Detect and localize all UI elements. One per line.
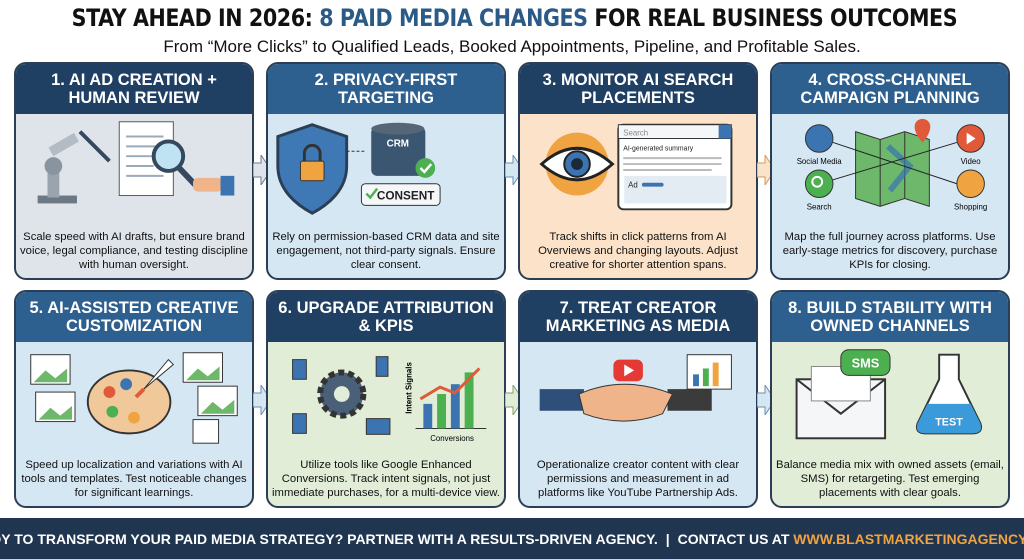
panel-3: 3. MONITOR AI SEARCH PLACEMENTS Search AI… [518, 62, 758, 280]
svg-text:Search: Search [807, 202, 832, 211]
cart-icon [956, 169, 985, 198]
title-highlight: 8 PAID MEDIA CHANGES [319, 4, 588, 32]
svg-text:CONSENT: CONSENT [377, 188, 435, 202]
svg-text:Video: Video [961, 157, 982, 166]
footer-separator: | [665, 530, 670, 547]
panel-description: Map the full journey across platforms. U… [782, 231, 998, 271]
panel-description: Track shifts in click patterns from AI O… [538, 231, 738, 271]
privacy-illustration: CRM CONSENT [276, 122, 441, 215]
search-results-icon: Search AI-generated summary Ad [617, 123, 733, 211]
svg-text:Search: Search [623, 129, 648, 138]
flask-icon: TEST [915, 353, 983, 435]
title-part-1: STAY AHEAD IN 2026: [71, 4, 313, 32]
svg-text:TEST: TEST [935, 417, 963, 429]
footer-cta: READY TO TRANSFORM YOUR PAID MEDIA STRAT… [0, 530, 658, 547]
title-part-3: FOR REAL BUSINESS OUTCOMES [594, 4, 958, 32]
panel-title: 4. CROSS-CHANNEL CAMPAIGN PLANNING [772, 64, 1008, 114]
panel-1: 1. AI AD CREATION + HUMAN REVIEW Scale s… [14, 62, 254, 280]
rocket-icon [143, 358, 175, 390]
svg-text:SMS: SMS [852, 355, 880, 370]
map-icon [855, 130, 930, 208]
play-icon [613, 359, 643, 382]
database-icon: CRM [371, 122, 426, 176]
checkmark-icon [415, 158, 436, 178]
svg-text:Intent Signals: Intent Signals [405, 362, 414, 414]
svg-text:Social Media: Social Media [797, 157, 843, 166]
panel-title: 5. AI-ASSISTED CREATIVE CUSTOMIZATION [16, 292, 252, 342]
people-icon [804, 124, 834, 153]
panel-5: 5. AI-ASSISTED CREATIVE CUSTOMIZATION Sp… [14, 290, 254, 508]
panel-title: 7. TREAT CREATOR MARKETING AS MEDIA [520, 292, 756, 342]
broadcast-icon [192, 419, 220, 444]
ai-search-illustration: Search AI-generated summary Ad [539, 123, 733, 211]
panel-title: 6. UPGRADE ATTRIBUTION & KPIS [268, 292, 504, 342]
panel-title: 8. BUILD STABILITY WITH OWNED CHANNELS [772, 292, 1008, 342]
palette-icon [86, 369, 172, 435]
footer-website-link[interactable]: WWW.BLASTMARKETINGAGENCY.COM [793, 530, 1024, 547]
panel-description: Speed up localization and variations wit… [21, 459, 247, 499]
gear-icon [317, 369, 367, 419]
magnifier-hand-icon [151, 139, 235, 196]
cross-channel-illustration: Social Media Video Search Shopping [797, 118, 987, 211]
panel-description: Operationalize creator content with clea… [536, 459, 740, 499]
svg-text:Shopping: Shopping [954, 202, 987, 211]
growth-chart-icon [415, 367, 487, 429]
sms-bubble-icon: SMS [840, 349, 891, 376]
panel-title: 2. PRIVACY-FIRST TARGETING [268, 64, 504, 114]
page-subtitle: From “More Clicks” to Qualified Leads, B… [163, 37, 861, 56]
panel-description: Utilize tools like Google Enhanced Conve… [272, 459, 500, 499]
panel-8: 8. BUILD STABILITY WITH OWNED CHANNELS S… [770, 290, 1010, 508]
creative-illustration [30, 352, 238, 444]
svg-text:CRM: CRM [387, 138, 409, 149]
ai-review-illustration [37, 121, 235, 204]
panel-description: Balance media mix with owned assets (ema… [776, 459, 1004, 499]
panel-description: Scale speed with AI drafts, but ensure b… [20, 231, 248, 271]
robot-arm-pen-icon [37, 130, 111, 204]
panel-4: 4. CROSS-CHANNEL CAMPAIGN PLANNING Socia… [770, 62, 1010, 280]
panel-title: 1. AI AD CREATION + HUMAN REVIEW [16, 64, 252, 114]
handshake-icon [539, 383, 712, 422]
envelope-icon [795, 366, 887, 440]
panel-description: Rely on permission-based CRM data and si… [272, 231, 500, 271]
eye-icon [539, 132, 615, 196]
footer-contact: CONTACT US AT [677, 530, 790, 547]
panel-7: 7. TREAT CREATOR MARKETING AS MEDIA Oper… [518, 290, 758, 508]
svg-text:AI-generated summary: AI-generated summary [623, 145, 693, 152]
owned-channels-illustration: SMS TEST [795, 349, 983, 440]
svg-text:Conversions: Conversions [430, 434, 474, 443]
attribution-illustration: Intent Signals Conversions [292, 356, 487, 443]
page-title: STAY AHEAD IN 2026: 8 PAID MEDIA CHANGES… [71, 4, 958, 32]
creator-illustration [539, 354, 732, 422]
devices-icon [292, 356, 391, 435]
footer-banner: READY TO TRANSFORM YOUR PAID MEDIA STRAT… [0, 518, 1024, 559]
panel-2: 2. PRIVACY-FIRST TARGETING CRM CONSENT R… [266, 62, 506, 280]
search-icon [804, 169, 834, 198]
play-icon [956, 124, 985, 153]
panel-title: 3. MONITOR AI SEARCH PLACEMENTS [520, 64, 756, 114]
svg-text:Ad: Ad [628, 181, 638, 190]
bar-chart-icon [686, 354, 732, 390]
panel-6: 6. UPGRADE ATTRIBUTION & KPIS Intent Sig… [266, 290, 506, 508]
